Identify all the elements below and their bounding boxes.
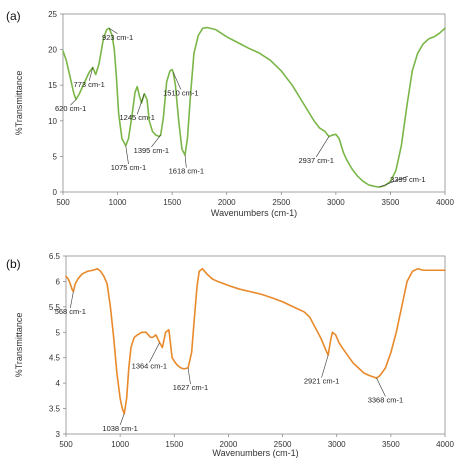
- x-tick-label: 2000: [220, 440, 238, 449]
- plot-frame: [65, 255, 446, 435]
- annotation-leader: [379, 175, 408, 188]
- y-tick-label: 15: [48, 81, 57, 90]
- chart-panel-2: (b) 500 1000 1500 2000 2500 3000 3500 4000 3 3.5 4 4…: [6, 252, 454, 458]
- x-tick-label: 500: [56, 198, 70, 207]
- x-tick-label: 2000: [218, 198, 236, 207]
- annotation-label: 1075 cm-1: [111, 163, 146, 172]
- y-tick-label: 4.5: [49, 354, 61, 363]
- x-tick-label: 2500: [272, 198, 290, 207]
- x-tick-label: 1500: [165, 440, 183, 449]
- y-tick-label: 5: [56, 328, 61, 337]
- x-tick-label: 3000: [328, 440, 346, 449]
- annotation-label: 620 cm-1: [55, 104, 86, 113]
- annotation-label: 2921 cm-1: [304, 377, 339, 386]
- y-tick-label: 20: [48, 46, 57, 55]
- y-axis-title: %Transmittance: [14, 71, 24, 136]
- annotation-label: 3399 cm-1: [390, 175, 425, 184]
- plot-frame: [62, 13, 446, 193]
- annotation-label: 2937 cm-1: [298, 156, 333, 165]
- chart-panel-1: (a) 500 1000 1500 2000 2500 3000 3500 4000 0 5 10 15…: [6, 9, 454, 218]
- x-tick-label: 1000: [111, 440, 129, 449]
- y-tick-label: 5.5: [49, 303, 61, 312]
- annotation-label: 1364 cm-1: [132, 361, 167, 370]
- annotation-leader: [70, 291, 74, 308]
- y-axis-title: %Transmittance: [14, 313, 24, 378]
- y-tick-label: 10: [48, 117, 57, 126]
- annotation-label: 568 cm-1: [55, 307, 86, 316]
- y-tick-label: 25: [48, 10, 57, 19]
- y-tick-label: 3.5: [49, 405, 61, 414]
- x-tick-label: 3500: [382, 440, 400, 449]
- annotation-leader: [119, 413, 125, 426]
- y-tick-label: 3: [56, 430, 61, 439]
- annotation-label: 1510 cm-1: [163, 88, 198, 97]
- y-tick-label: 5: [53, 152, 58, 161]
- annotation-label: 1627 cm-1: [173, 383, 208, 392]
- x-tick-label: 4000: [436, 440, 454, 449]
- x-tick-label: 4000: [436, 198, 454, 207]
- annotation-leader: [184, 154, 187, 168]
- annotation-label: 1245 cm-1: [119, 113, 154, 122]
- y-tick-label: 0: [53, 188, 58, 197]
- x-tick-label: 500: [59, 440, 73, 449]
- annotation-leader: [125, 145, 129, 165]
- panel-label: (a): [6, 9, 21, 23]
- y-tick-label: 4: [56, 379, 61, 388]
- annotation-leader: [172, 72, 182, 90]
- annotation-leader: [376, 377, 386, 397]
- annotation-label: 1038 cm-1: [102, 424, 137, 433]
- annotation-label: 1395 cm-1: [134, 146, 169, 155]
- series-line-1: [62, 26, 446, 188]
- x-tick-label: 2500: [274, 440, 292, 449]
- annotation-label: 3368 cm-1: [368, 395, 403, 404]
- annotation-leader: [149, 342, 160, 363]
- annotation-leader: [187, 367, 191, 385]
- x-axis-title: Wavenumbers (cm-1): [211, 208, 297, 218]
- annotation-leader: [70, 99, 77, 106]
- annotation-leader: [321, 355, 329, 378]
- series-line-1: [65, 267, 446, 415]
- annotation-label: 773 cm-1: [74, 80, 105, 89]
- x-axis-title: Wavenumbers (cm-1): [212, 448, 298, 458]
- x-tick-label: 1500: [163, 198, 181, 207]
- annotation-leader: [315, 136, 330, 158]
- annotation-leader: [136, 93, 145, 115]
- annotation-leader: [109, 27, 118, 35]
- annotation-leader: [151, 134, 161, 148]
- annotation-label: 923 cm-1: [102, 33, 133, 42]
- x-tick-label: 3000: [327, 198, 345, 207]
- y-tick-label: 6: [56, 277, 61, 286]
- panel-label: (b): [6, 257, 21, 271]
- y-tick-label: 6.5: [49, 252, 61, 261]
- x-tick-label: 3500: [382, 198, 400, 207]
- annotation-leader: [88, 67, 94, 81]
- annotation-label: 1618 cm-1: [169, 167, 204, 176]
- x-tick-label: 1000: [109, 198, 127, 207]
